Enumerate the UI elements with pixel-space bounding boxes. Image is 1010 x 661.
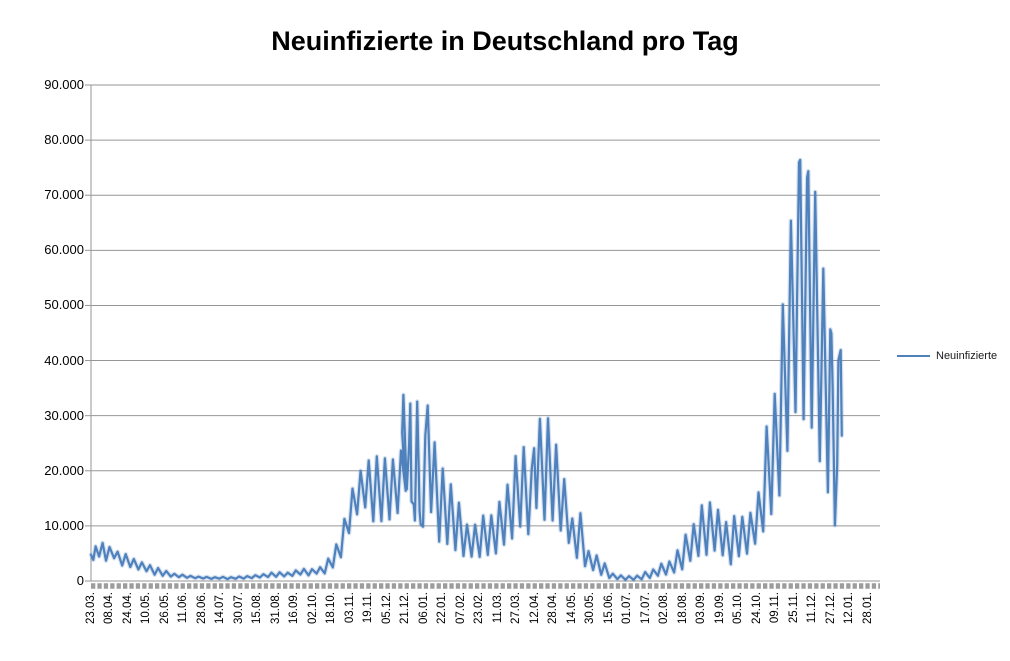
legend-line-icon [897, 354, 930, 358]
y-tick-label: 50.000 [44, 297, 84, 313]
x-tick-label: 27.03. [510, 592, 523, 624]
y-tick-label: 30.000 [44, 407, 84, 423]
x-tick-label: 15.06. [602, 592, 615, 624]
x-tick-label: 24.10. [750, 592, 763, 624]
x-tick-label: 30.05. [584, 592, 597, 624]
x-tick-label: 12.04. [528, 592, 541, 624]
x-tick-label: 27.12. [824, 592, 837, 624]
y-tick-label: 90.000 [44, 77, 84, 92]
x-tick-label: 30.07. [232, 592, 245, 624]
x-tick-label: 09.11. [769, 592, 782, 624]
x-tick-label: 08.04. [103, 592, 115, 624]
y-tick-label: 70.000 [44, 187, 84, 203]
x-tick-label: 12.01. [843, 592, 856, 624]
y-tick-label: 20.000 [44, 462, 84, 478]
x-tick-label: 18.08. [676, 592, 689, 624]
x-tick-label: 02.10. [306, 592, 319, 624]
y-tick-label: 80.000 [44, 132, 84, 148]
x-tick-label: 06.01. [417, 592, 430, 624]
legend-label: Neuinfizierte [936, 350, 998, 362]
x-tick-label: 17.07. [639, 592, 652, 624]
x-tick-label: 05.10. [732, 592, 745, 624]
x-tick-label: 14.07. [214, 592, 227, 624]
y-tick-label: 10.000 [44, 517, 84, 533]
x-tick-label: 11.12. [806, 592, 819, 624]
x-tick-label: 14.05. [565, 592, 578, 624]
x-tick-label: 19.11. [362, 592, 375, 624]
x-tick-label: 28.01. [861, 592, 874, 624]
x-tick-label: 21.12. [399, 592, 412, 624]
x-tick-label: 31.08. [269, 592, 282, 624]
x-tick-label: 07.02. [454, 592, 467, 624]
series-glow [88, 157, 845, 583]
legend: Neuinfizierte [897, 350, 997, 362]
x-tick-label: 28.06. [195, 592, 208, 624]
x-tick-label: 11.06. [177, 592, 190, 624]
x-tick-label: 01.07. [621, 592, 634, 624]
x-tick-label: 25.11. [787, 592, 800, 624]
y-tick-label: 60.000 [44, 242, 84, 258]
x-tick-label: 02.08. [658, 592, 671, 624]
x-tick-label: 05.12. [380, 592, 393, 624]
x-tick-label: 03.11. [343, 592, 356, 624]
x-tick-label: 26.05. [158, 592, 171, 624]
y-tick-label: 0 [76, 573, 84, 588]
chart-title: Neuinfizierte in Deutschland pro Tag [271, 26, 739, 56]
x-tick-label: 28.04. [547, 592, 560, 624]
x-tick-label: 23.03. [84, 592, 97, 624]
x-tick-label: 15.08. [251, 592, 264, 624]
x-tick-label: 24.04. [121, 592, 134, 624]
x-tick-label: 10.05. [140, 592, 153, 624]
x-tick-label: 03.09. [695, 592, 708, 624]
y-tick-label: 40.000 [44, 352, 84, 368]
x-tick-label: 23.02. [473, 592, 486, 624]
x-tick-label: 18.10. [325, 592, 338, 624]
x-tick-label: 11.03. [491, 592, 504, 624]
x-tick-label: 22.01. [436, 592, 449, 624]
x-tick-label: 19.09. [713, 592, 726, 624]
x-tick-label: 16.09. [288, 592, 301, 624]
series-line-neuinfizierte [89, 158, 843, 581]
